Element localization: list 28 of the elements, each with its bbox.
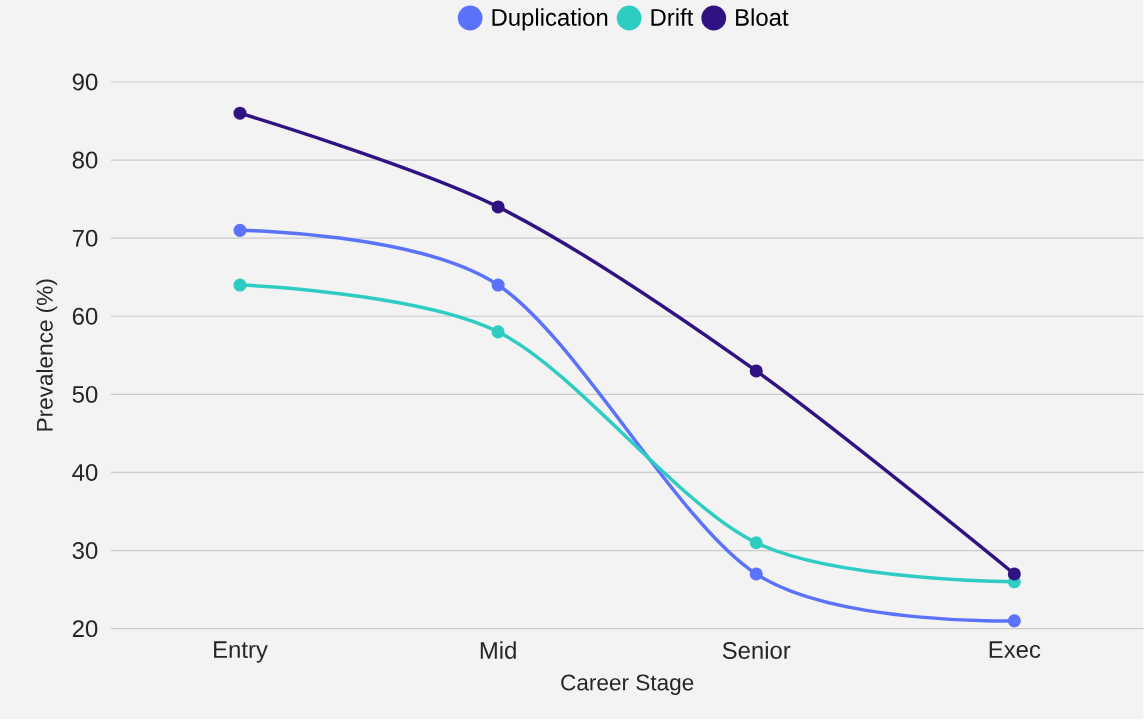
y-tick-label: 30: [72, 542, 98, 560]
y-axis-title: Prevalence (%): [36, 279, 58, 431]
y-tick-label: 50: [72, 386, 98, 403]
point: [1007, 567, 1021, 581]
point: [491, 325, 505, 339]
x-tick-label: Mid: [480, 641, 516, 660]
y-tick-label: 40: [72, 464, 98, 482]
point: [749, 364, 763, 378]
y-tick-label: 80: [72, 151, 98, 169]
legend-label: Drift: [651, 8, 694, 27]
x-tick-label: Senior: [722, 641, 791, 660]
x-tick-label: Entry: [214, 641, 268, 663]
point: [233, 106, 247, 120]
point: [749, 567, 763, 581]
y-tick-label: 90: [72, 73, 98, 91]
y-tick-label: 20: [72, 620, 98, 638]
point: [233, 278, 247, 292]
legend-label: Duplication: [492, 8, 608, 31]
legend-label: Bloat: [736, 8, 789, 27]
y-tick-label: 60: [72, 307, 98, 325]
point: [491, 278, 505, 292]
y-tick-label: 70: [72, 229, 98, 247]
x-tick-label: Exec: [989, 641, 1041, 659]
point: [233, 224, 247, 238]
point: [491, 200, 505, 214]
x-axis-title: Career Stage: [561, 674, 694, 696]
point: [1007, 614, 1021, 628]
point: [749, 536, 763, 550]
